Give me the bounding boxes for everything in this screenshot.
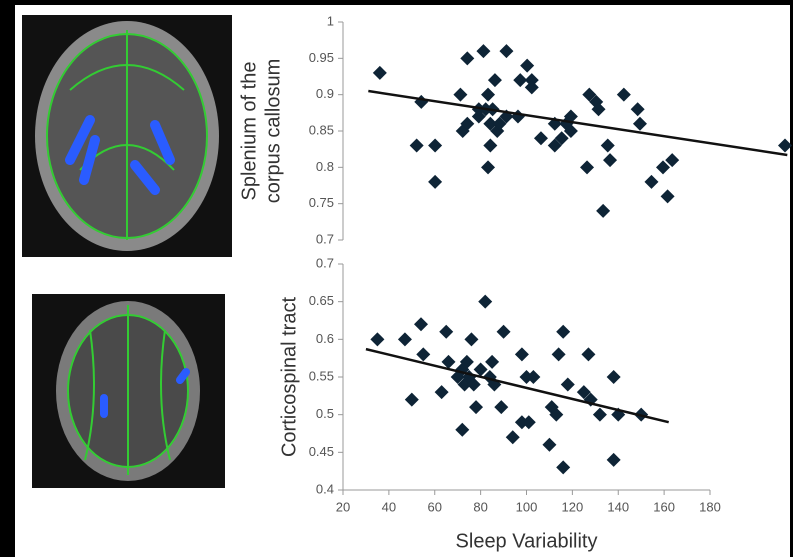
y-tick-label: 1 [327, 13, 334, 28]
y-tick-label: 0.4 [316, 481, 334, 496]
x-tick-label: 80 [473, 499, 487, 514]
x-tick-label: 60 [428, 499, 442, 514]
y-tick-label: 0.85 [309, 122, 334, 137]
y-tick-label: 0.5 [316, 406, 334, 421]
brain-image-bottom [32, 294, 225, 488]
brain-image-top [22, 15, 232, 257]
x-tick-label: 160 [653, 499, 675, 514]
x-tick-label: 40 [382, 499, 396, 514]
y-tick-label: 0.7 [316, 255, 334, 270]
y-tick-label: 0.7 [316, 231, 334, 246]
x-tick-label: 180 [699, 499, 721, 514]
x-tick-label: 120 [562, 499, 584, 514]
y-tick-label: 0.95 [309, 50, 334, 65]
y-tick-label: 0.65 [309, 293, 334, 308]
x-axis-label: Sleep Variability [456, 530, 598, 552]
slide: 0.7 0.75 0.8 0.85 0.9 0.95 1 Splenium of thecor… [0, 0, 793, 557]
y-axis-label: Corticospinal tract [278, 297, 300, 458]
y-tick-label: 0.45 [309, 444, 334, 459]
y-axis-label: Splenium of the [238, 62, 260, 201]
y-axis-label: corpus callosum [262, 59, 284, 204]
y-tick-label: 0.6 [316, 331, 334, 346]
y-tick-label: 0.8 [316, 159, 334, 174]
y-tick-label: 0.9 [316, 86, 334, 101]
y-tick-label: 0.75 [309, 195, 334, 210]
x-tick-label: 100 [516, 499, 538, 514]
y-tick-label: 0.55 [309, 368, 334, 383]
x-tick-label: 140 [607, 499, 629, 514]
x-tick-label: 20 [336, 499, 350, 514]
